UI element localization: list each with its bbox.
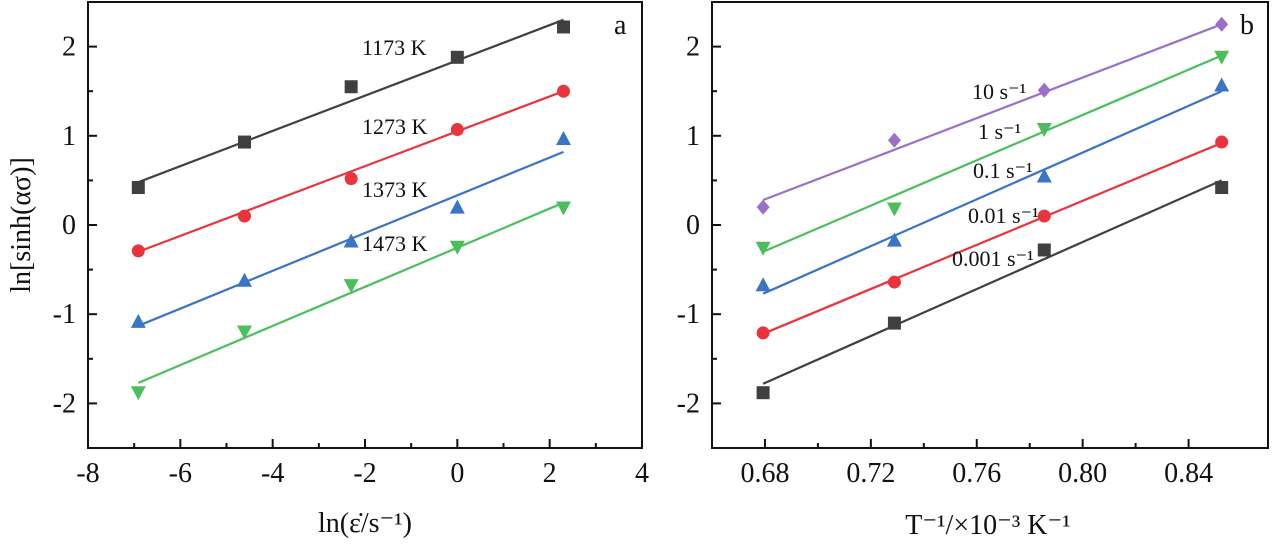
y-tick-label-b: -2 xyxy=(677,388,700,419)
data-point-b-10-s- xyxy=(1037,82,1051,98)
data-point-a-1473-K xyxy=(237,325,253,340)
data-point-a-1173-K xyxy=(238,135,252,149)
data-point-b-10-s- xyxy=(756,199,770,215)
data-point-b-1-s- xyxy=(1214,50,1230,65)
y-tick-label-b: -1 xyxy=(677,299,700,330)
data-point-b-10-s- xyxy=(887,132,901,148)
series-label-1: 1 s⁻¹ xyxy=(978,119,1021,144)
x-tick-label-a: -6 xyxy=(169,458,192,489)
panel-b: 0.68 0.72 0.76 0.80 0.84 -2 -1 0 1 2 10 s⁻¹ 1 s⁻¹… xyxy=(677,1,1269,541)
data-point-a-1473-K xyxy=(556,201,572,216)
x-axis-title-a: ln(ε̇/s⁻¹) xyxy=(318,508,412,539)
y-tick-label-b: 1 xyxy=(686,121,700,152)
x-tick-label-b: 0.84 xyxy=(1164,458,1213,489)
data-point-b-1-s- xyxy=(755,241,771,256)
x-tick-label-b: 0.72 xyxy=(846,458,895,489)
data-point-b-0-1-s- xyxy=(1036,168,1052,183)
data-point-b-1-s- xyxy=(1036,123,1052,138)
data-point-a-1273-K xyxy=(131,244,145,258)
fit-line-b-0-1-s- xyxy=(762,90,1223,295)
data-point-a-1373-K xyxy=(449,199,465,214)
y-tick-label-a: 0 xyxy=(62,210,76,241)
y-tick-label-b: 0 xyxy=(686,210,700,241)
data-point-a-1473-K xyxy=(343,279,359,294)
data-point-a-1173-K xyxy=(450,50,464,64)
x-tick-label-a: -8 xyxy=(76,458,99,489)
x-tick-label-a: 4 xyxy=(635,458,649,489)
data-point-b-0-001-s- xyxy=(756,386,770,400)
panel-a: -8 -6 -4 -2 0 2 4 -2 -1 0 1 2 1173 K 1273 K 1373 K … xyxy=(6,1,649,539)
x-tick-label-a: -4 xyxy=(261,458,284,489)
data-point-b-0-01-s- xyxy=(1037,209,1051,223)
data-point-a-1273-K xyxy=(557,84,571,98)
series-label-0-1: 0.1 s⁻¹ xyxy=(973,158,1033,183)
data-point-b-0-001-s- xyxy=(887,316,901,330)
data-point-b-1-s- xyxy=(886,202,902,217)
data-point-a-1473-K xyxy=(130,386,146,401)
series-labels-b: 10 s⁻¹ 1 s⁻¹ 0.1 s⁻¹ 0.01 s⁻¹ 0.001 s⁻¹ xyxy=(952,79,1039,271)
data-point-b-0-001-s- xyxy=(1037,243,1051,257)
data-point-b-0-1-s- xyxy=(886,232,902,247)
data-point-b-0-1-s- xyxy=(755,277,771,292)
series-label-10: 10 s⁻¹ xyxy=(972,79,1026,104)
series-labels-a: 1173 K 1273 K 1373 K 1473 K xyxy=(362,35,428,256)
data-point-b-10-s- xyxy=(1215,16,1229,32)
data-point-a-1373-K xyxy=(237,272,253,287)
axes-a: -8 -6 -4 -2 0 2 4 -2 -1 0 1 2 xyxy=(53,1,649,489)
panel-letter-a: a xyxy=(614,10,627,41)
data-point-b-0-01-s- xyxy=(887,275,901,289)
data-point-a-1173-K xyxy=(131,181,145,195)
x-tick-label-a: 0 xyxy=(450,458,464,489)
panel-letter-b: b xyxy=(1240,10,1254,41)
data-point-b-0-01-s- xyxy=(756,326,770,340)
x-tick-label-b: 0.76 xyxy=(952,458,1001,489)
y-tick-label-b: 2 xyxy=(686,32,700,63)
x-tick-label-b: 0.80 xyxy=(1058,458,1107,489)
fit-line-b-0-01-s- xyxy=(762,141,1223,335)
data-point-a-1373-K xyxy=(130,313,146,328)
data-point-a-1173-K xyxy=(344,80,358,94)
data-point-a-1373-K xyxy=(556,130,572,145)
y-tick-label-a: 2 xyxy=(62,32,76,63)
data-point-b-0-01-s- xyxy=(1215,135,1229,149)
plot-frame-a xyxy=(87,1,643,449)
fit-line-a-1173-K xyxy=(137,18,564,184)
fit-line-b-10-s- xyxy=(762,23,1223,202)
y-axis-title-a: ln[sinh(ασ)] xyxy=(6,157,37,293)
fit-line-a-1473-K xyxy=(137,201,564,384)
data-point-b-0-001-s- xyxy=(1215,181,1229,195)
data-point-a-1273-K xyxy=(344,172,358,186)
fit-line-a-1273-K xyxy=(137,90,564,253)
y-tick-label-a: -2 xyxy=(53,388,76,419)
fit-line-b-0-001-s- xyxy=(762,179,1223,385)
series-label-0-001: 0.001 s⁻¹ xyxy=(952,246,1034,271)
data-point-a-1273-K xyxy=(238,209,252,223)
series-label-0-01: 0.01 s⁻¹ xyxy=(968,203,1039,228)
y-tick-label-a: -1 xyxy=(53,299,76,330)
series-label-1373k: 1373 K xyxy=(362,177,428,202)
x-axis-title-b: T⁻¹/×10⁻³ K⁻¹ xyxy=(905,510,1070,541)
series-label-1273k: 1273 K xyxy=(362,114,428,139)
data-point-a-1273-K xyxy=(450,123,464,137)
data-point-b-0-1-s- xyxy=(1214,77,1230,92)
series-label-1473k: 1473 K xyxy=(362,231,428,256)
x-tick-label-b: 0.68 xyxy=(740,458,789,489)
x-tick-label-a: -2 xyxy=(353,458,376,489)
data-point-a-1173-K xyxy=(557,20,571,34)
fit-line-b-1-s- xyxy=(762,54,1223,253)
series-label-1173k: 1173 K xyxy=(362,35,427,60)
data-point-a-1473-K xyxy=(449,240,465,255)
axes-b: 0.68 0.72 0.76 0.80 0.84 -2 -1 0 1 2 xyxy=(677,1,1230,489)
data-point-a-1373-K xyxy=(343,233,359,248)
x-tick-label-a: 2 xyxy=(543,458,557,489)
y-tick-label-a: 1 xyxy=(62,121,76,152)
